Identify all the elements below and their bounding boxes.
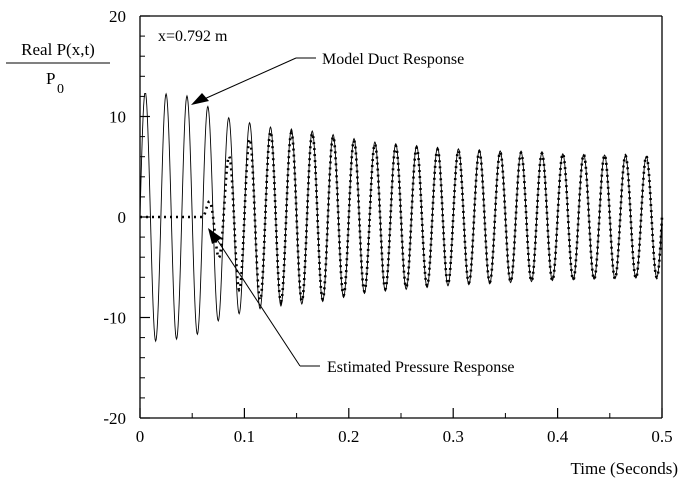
y-axis-title-denominator: P	[46, 69, 55, 88]
annotation-arrowhead-estimated	[208, 228, 222, 244]
annotation-leader-estimated-diag	[215, 237, 301, 367]
y-axis-title-denominator-subscript: 0	[57, 82, 64, 97]
y-tick-label: -10	[103, 309, 126, 328]
ticks: 0 0.1 0.2 0.3 0.4 0.5 -20 -10 0 10 20	[103, 7, 672, 446]
y-axis-title-numerator: Real P(x,t)	[21, 40, 95, 59]
annotation-estimated-pressure-response: Estimated Pressure Response	[327, 359, 515, 376]
x-tick-label: 0.4	[547, 427, 569, 446]
x-tick-label: 0.2	[338, 427, 359, 446]
y-tick-label: 0	[118, 208, 127, 227]
annotation-model-duct-response: Model Duct Response	[322, 51, 464, 68]
x-tick-label: 0	[136, 427, 145, 446]
y-tick-label: 10	[109, 108, 126, 127]
series-estimated-pressure-response	[140, 128, 664, 305]
x-axis-title: Time (Seconds)	[570, 459, 678, 478]
annotation-arrowhead-model	[191, 93, 209, 105]
position-label: x=0.792 m	[158, 28, 228, 45]
x-tick-label: 0.5	[651, 427, 672, 446]
y-tick-label: -20	[103, 409, 126, 428]
series	[139, 92, 664, 343]
y-tick-label: 20	[109, 7, 126, 26]
x-tick-label: 0.1	[234, 427, 255, 446]
annotation-leader-model-diag	[201, 57, 297, 101]
x-tick-label: 0.3	[443, 427, 464, 446]
